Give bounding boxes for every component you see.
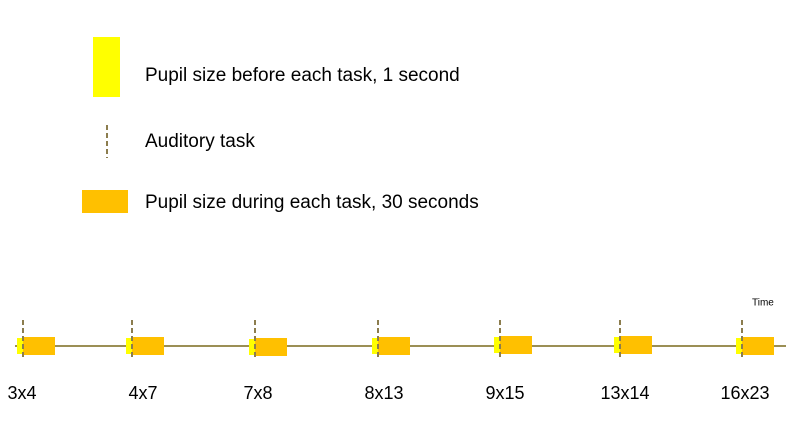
pre-task-bar [494,337,500,353]
task-label: 4x7 [128,383,157,403]
task-bar [23,337,55,355]
tasks: 3x4 4x7 7x8 8x13 9x15 13x14 16x23 [7,320,774,403]
pre-task-bar [126,338,132,354]
task-bar [378,337,410,355]
legend-label: Pupil size during each task, 30 seconds [145,192,479,213]
pre-task-bar [17,338,23,354]
task-bar [742,337,774,355]
task-bar [255,338,287,356]
time-label: Time [752,298,774,309]
pre-task-bar [614,337,620,353]
task-label: 9x15 [485,383,524,403]
legend-label: Pupil size before each task, 1 second [145,65,460,86]
task-bar [132,337,164,355]
pre-task-bar [736,338,742,354]
legend-yellow-swatch [93,37,120,97]
task-label: 3x4 [7,383,36,403]
task-bar [620,336,652,354]
task-bar [500,336,532,354]
legend-label: Auditory task [145,131,255,152]
pre-task-bar [249,339,255,355]
task-label: 16x23 [720,383,769,403]
task-label: 13x14 [600,383,649,403]
pre-task-bar [372,338,378,354]
task-label: 7x8 [243,383,272,403]
legend-orange-swatch [82,190,128,213]
task-label: 8x13 [364,383,403,403]
